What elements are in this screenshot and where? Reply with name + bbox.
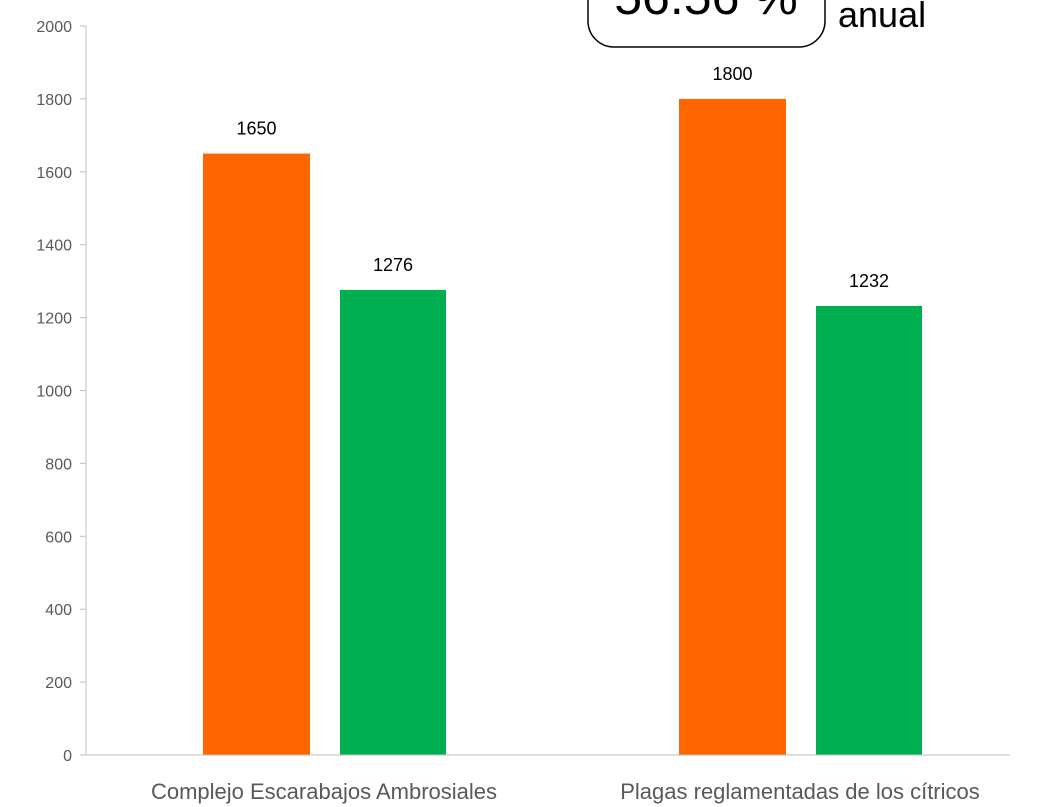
value-label: 1800: [712, 64, 752, 84]
x-tick-label: Plagas reglamentadas de los cítricos: [620, 779, 980, 804]
value-label: 1650: [236, 119, 276, 139]
y-tick-label: 1000: [36, 384, 72, 401]
bar: [203, 153, 310, 755]
annotation: anual: [838, 0, 926, 35]
bar: [679, 98, 786, 755]
bar: [816, 305, 922, 755]
y-tick-label: 1200: [36, 311, 72, 328]
value-label: 1276: [373, 255, 413, 275]
y-tick-label: 2000: [36, 19, 72, 36]
y-tick-label: 600: [45, 529, 72, 546]
y-tick-label: 0: [63, 748, 72, 765]
annotation: 56.56 %: [614, 0, 797, 25]
value-label: 1232: [849, 271, 889, 291]
y-tick-label: 1600: [36, 165, 72, 182]
bar: [340, 289, 446, 755]
y-tick-label: 400: [45, 602, 72, 619]
x-tick-label: Complejo Escarabajos Ambrosiales: [151, 779, 497, 804]
y-tick-label: 1400: [36, 238, 72, 255]
y-tick-label: 200: [45, 675, 72, 692]
y-tick-label: 1800: [36, 92, 72, 109]
y-tick-label: 800: [45, 456, 72, 473]
annotation-box: [587, 0, 826, 48]
